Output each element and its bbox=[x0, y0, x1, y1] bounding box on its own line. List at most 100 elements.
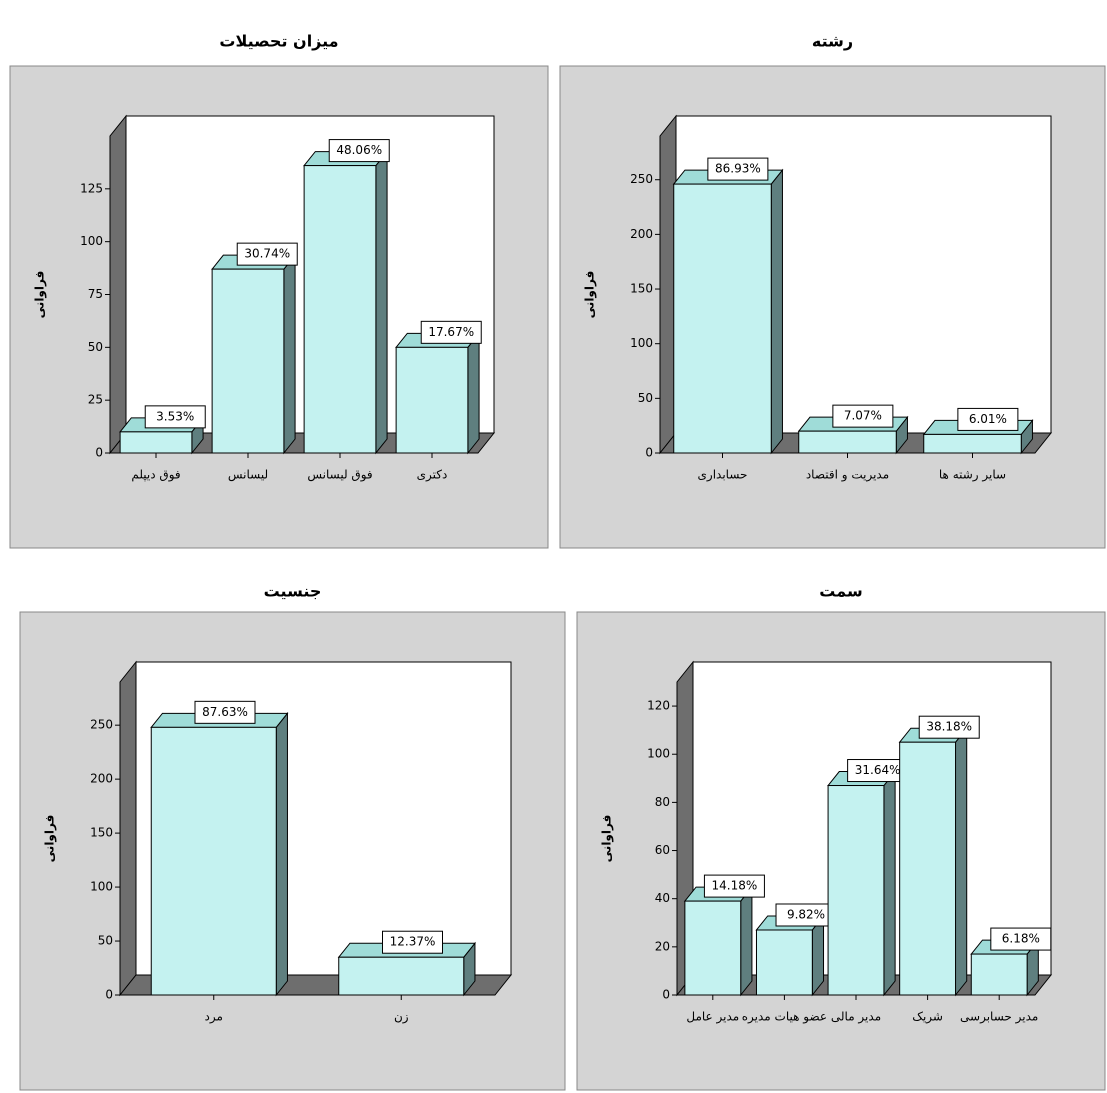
y-axis-label: فراوانی bbox=[600, 815, 615, 863]
x-tick-label: عضو هیات مدیره bbox=[742, 1010, 827, 1025]
chart-title: سمت bbox=[819, 582, 862, 601]
bar-label: 12.37% bbox=[390, 935, 436, 949]
y-tick-label: 100 bbox=[80, 234, 103, 248]
bar-label: 7.07% bbox=[844, 409, 882, 423]
y-tick-label: 50 bbox=[638, 391, 653, 405]
side-wall bbox=[119, 660, 137, 997]
bar-label: 87.63% bbox=[202, 705, 248, 719]
chart-title: رشته bbox=[812, 32, 853, 51]
y-tick-label: 25 bbox=[88, 393, 103, 407]
x-tick-label: فوق دیپلم bbox=[131, 468, 180, 483]
x-tick-label: سایر رشته ها bbox=[939, 468, 1006, 483]
bar-label-box bbox=[144, 405, 206, 429]
bar bbox=[970, 953, 1028, 996]
bar-label: 30.74% bbox=[244, 247, 290, 261]
x-tick-label: حسابداری bbox=[698, 468, 748, 483]
chart-panel: جنسیت 0 50 100 150 200 250 فراوانی 87.63% مرد 12.3… bbox=[19, 582, 566, 1091]
bar-side bbox=[770, 168, 783, 455]
bar-label: 3.53% bbox=[156, 409, 194, 423]
bar bbox=[395, 346, 469, 454]
bar-label: 86.93% bbox=[715, 162, 761, 176]
y-tick-label: 75 bbox=[88, 287, 103, 301]
bar bbox=[673, 183, 772, 454]
x-tick-label: شریک bbox=[912, 1010, 943, 1025]
chart-panel: سمت 0 20 40 60 80 100 120 فراوانی 14.18% مدیر عامل… bbox=[576, 582, 1106, 1091]
chart-panel: میزان تحصیلات 0 25 50 75 100 125 فراوانی 3.53% فو… bbox=[9, 32, 549, 549]
y-tick-label: 20 bbox=[655, 939, 670, 953]
x-tick-label: لیسانس bbox=[228, 468, 268, 483]
bar-side bbox=[955, 726, 968, 997]
y-tick-label: 0 bbox=[105, 988, 113, 1002]
bar-label: 6.01% bbox=[969, 412, 1007, 426]
bar-side bbox=[283, 253, 296, 455]
y-tick-label: 0 bbox=[95, 446, 103, 460]
y-tick-label: 100 bbox=[647, 747, 670, 761]
side-wall bbox=[109, 114, 127, 455]
bar-label-box bbox=[707, 157, 769, 181]
chart-title: میزان تحصیلات bbox=[219, 32, 338, 51]
bar bbox=[798, 430, 897, 454]
bar bbox=[827, 785, 885, 996]
y-tick-label: 60 bbox=[655, 843, 670, 857]
bar-side bbox=[375, 150, 388, 455]
bar bbox=[923, 433, 1022, 454]
bar-label-box bbox=[382, 930, 443, 954]
bar-label-box bbox=[703, 874, 765, 898]
bar-side bbox=[275, 711, 288, 997]
x-tick-label: مدیر عامل bbox=[686, 1010, 739, 1025]
y-tick-label: 200 bbox=[90, 772, 113, 786]
bar-label-box bbox=[990, 927, 1052, 951]
x-tick-label: مدیر مالی bbox=[831, 1010, 881, 1025]
bar-label: 9.82% bbox=[787, 907, 825, 921]
x-tick-label: دکتری bbox=[417, 468, 448, 483]
y-tick-label: 250 bbox=[90, 718, 113, 732]
y-tick-label: 50 bbox=[88, 340, 103, 354]
y-tick-label: 125 bbox=[80, 181, 103, 195]
y-tick-label: 200 bbox=[630, 227, 653, 241]
chart-panel: رشته 0 50 100 150 200 250 فراوانی 86.93% حسابداری… bbox=[559, 32, 1106, 549]
bar bbox=[211, 268, 285, 454]
y-tick-label: 100 bbox=[630, 336, 653, 350]
bar-label-box bbox=[236, 242, 298, 266]
bar-label-box bbox=[918, 715, 980, 739]
bar-side bbox=[467, 331, 480, 455]
chart-title: جنسیت bbox=[264, 582, 322, 601]
y-tick-label: 250 bbox=[630, 172, 653, 186]
y-axis-label: فراوانی bbox=[583, 271, 598, 319]
bar-label: 17.67% bbox=[428, 325, 474, 339]
bar bbox=[755, 929, 813, 996]
x-tick-label: مدیریت و اقتصاد bbox=[806, 468, 889, 483]
bar-label-box bbox=[328, 139, 390, 163]
bar bbox=[899, 741, 957, 996]
bar-label-box bbox=[957, 407, 1019, 431]
bar-label: 14.18% bbox=[712, 879, 758, 893]
y-tick-label: 120 bbox=[647, 699, 670, 713]
bar bbox=[119, 431, 193, 454]
bar-label-box bbox=[420, 320, 482, 344]
bar-label: 38.18% bbox=[926, 720, 972, 734]
bar-label-box bbox=[832, 404, 894, 428]
bar-label: 31.64% bbox=[855, 763, 901, 777]
x-tick-label: مرد bbox=[205, 1010, 223, 1025]
bar bbox=[338, 956, 465, 996]
x-tick-label: زن bbox=[394, 1010, 409, 1025]
bar-label-box bbox=[194, 700, 256, 724]
x-tick-label: مدیر حسابرسی bbox=[960, 1010, 1038, 1025]
bar bbox=[684, 900, 742, 996]
bar-side bbox=[740, 885, 753, 997]
y-tick-label: 0 bbox=[662, 988, 670, 1002]
y-tick-label: 0 bbox=[645, 446, 653, 460]
bar-side bbox=[883, 770, 896, 997]
bar bbox=[150, 726, 277, 996]
bar bbox=[303, 165, 377, 454]
x-tick-label: فوق لیسانس bbox=[307, 468, 372, 483]
bar-label: 48.06% bbox=[336, 143, 382, 157]
y-tick-label: 50 bbox=[98, 934, 113, 948]
bar-label: 6.18% bbox=[1002, 932, 1040, 946]
y-tick-label: 150 bbox=[630, 282, 653, 296]
y-axis-label: فراوانی bbox=[33, 271, 48, 319]
y-tick-label: 100 bbox=[90, 880, 113, 894]
y-tick-label: 150 bbox=[90, 826, 113, 840]
